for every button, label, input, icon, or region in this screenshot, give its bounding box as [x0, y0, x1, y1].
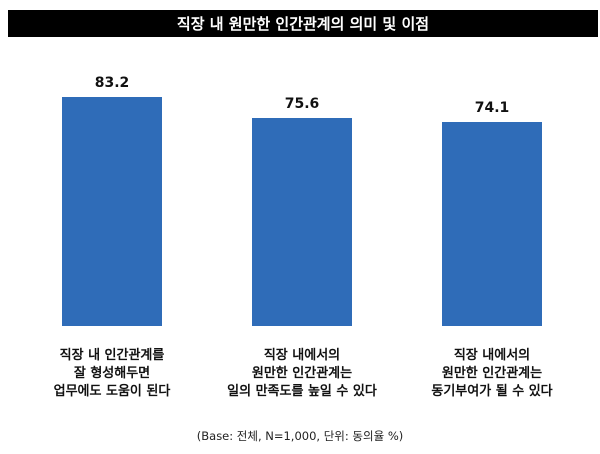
bar-1: [62, 97, 162, 326]
bar-3: [442, 122, 542, 326]
bar-value-3: 74.1: [474, 100, 510, 116]
bar-label-2: 직장 내에서의 원만한 인간관계는 일의 만족도를 높일 수 있다: [227, 348, 377, 399]
bar-label-1: 직장 내 인간관계를 잘 형성해두면 업무에도 도움이 된다: [53, 348, 171, 399]
chart-title: 직장 내 원만한 인간관계의 의미 및 이점: [8, 10, 598, 37]
bar-value-1: 83.2: [94, 75, 130, 91]
bar-label-3: 직장 내에서의 원만한 인간관계는 동기부여가 될 수 있다: [431, 348, 553, 399]
bar-value-2: 75.6: [284, 96, 320, 112]
base-note: (Base: 전체, N=1,000, 단위: 동의율 %): [196, 429, 404, 443]
bar-2: [252, 118, 352, 326]
